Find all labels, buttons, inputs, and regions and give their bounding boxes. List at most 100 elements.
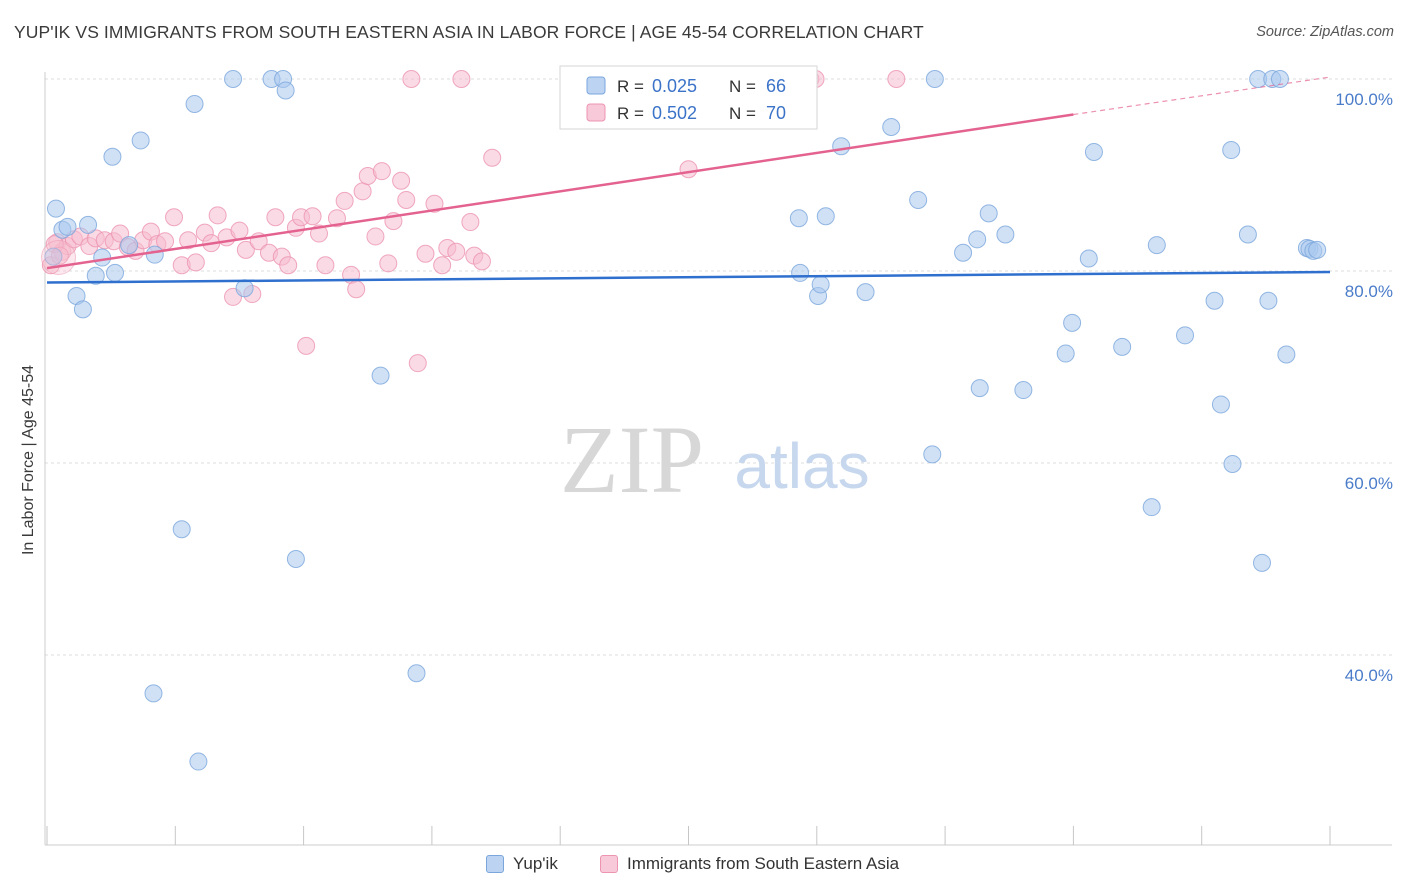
immigrant-point-54 [416, 244, 435, 263]
immigrant-point-67 [887, 70, 906, 88]
yupik-point-38 [968, 230, 987, 249]
immigrant-point-60 [461, 213, 480, 232]
immigrant-point-53 [408, 354, 427, 373]
immigrant-point-64 [679, 160, 698, 179]
legend-top-r-label: R = [617, 77, 644, 96]
yupik-point-27 [791, 263, 810, 282]
immigrant-point-41 [335, 191, 354, 210]
yupik-point-0 [44, 247, 63, 266]
yupik-point-55 [1238, 225, 1257, 244]
immigrant-point-51 [397, 190, 416, 209]
yupik-point-46 [1084, 142, 1103, 161]
yupik-point-15 [172, 520, 191, 539]
immigrant-point-23 [208, 206, 227, 225]
yupik-point-29 [811, 275, 830, 294]
immigrant-point-33 [279, 256, 298, 275]
immigrant-point-48 [379, 254, 398, 273]
chart-title: YUP'IK VS IMMIGRANTS FROM SOUTH EASTERN … [14, 22, 924, 42]
immigrant-point-17 [165, 208, 184, 227]
legend-label-yupik: Yup'ik [513, 854, 558, 873]
immigrant-point-58 [447, 242, 466, 261]
legend-top-n-pink: 70 [766, 103, 786, 123]
legend-bottom: Yup'ik Immigrants from South Eastern Asi… [0, 850, 1406, 880]
yupik-point-57 [1253, 553, 1272, 572]
immigrant-point-31 [266, 208, 285, 227]
yupik-point-1 [46, 199, 65, 218]
yupik-point-50 [1176, 326, 1195, 345]
immigrant-point-19 [179, 231, 198, 250]
yupik-point-35 [923, 445, 942, 464]
tick-labels-layer: 100.0%80.0%60.0%40.0%0.0%100.0% [1335, 90, 1393, 685]
yupik-point-40 [979, 204, 998, 223]
yupik-point-34 [909, 190, 928, 209]
y-tick-label-1: 80.0% [1345, 282, 1393, 301]
yupik-point-33 [882, 118, 901, 136]
legend-top-swatch-pink [586, 103, 606, 122]
yupik-point-44 [1063, 313, 1082, 332]
yupik-point-48 [1142, 498, 1161, 517]
immigrant-point-55 [425, 194, 444, 213]
legend-top-n-blue: 66 [766, 76, 786, 96]
immigrant-point-44 [353, 182, 372, 201]
yupik-point-52 [1211, 395, 1230, 414]
points-layer [41, 70, 1327, 771]
yupik-point-49 [1147, 236, 1166, 255]
immigrant-trend-line [46, 113, 1074, 270]
legend-item-yupik[interactable]: Yup'ik [486, 854, 558, 874]
y-tick-label-2: 60.0% [1345, 474, 1393, 493]
yupik-point-47 [1113, 337, 1132, 356]
grid-layer [45, 78, 1392, 656]
legend-top-r-label-2: R = [617, 104, 644, 123]
yupik-point-6 [79, 215, 98, 234]
immigrant-point-62 [472, 252, 491, 271]
yupik-point-30 [816, 207, 835, 226]
yupik-point-53 [1222, 141, 1241, 160]
yupik-point-12 [131, 131, 150, 150]
yupik-point-5 [73, 300, 92, 319]
immigrant-point-cluster [41, 240, 77, 276]
yupik-point-23 [286, 550, 305, 568]
yupik-point-16 [185, 94, 204, 113]
axes-layer [44, 72, 1392, 846]
immigrant-point-47 [372, 162, 391, 181]
yupik-point-39 [970, 379, 989, 398]
yupik-point-11 [120, 236, 139, 255]
yupik-point-65 [1308, 240, 1327, 259]
immigrant-point-59 [452, 70, 471, 88]
immigrant-point-39 [316, 256, 335, 275]
y-tick-label-3: 40.0% [1345, 666, 1393, 685]
immigrant-point-36 [297, 336, 316, 355]
yupik-point-17 [189, 752, 208, 771]
immigrant-point-40 [327, 209, 346, 228]
yupik-point-7 [86, 266, 105, 285]
immigrant-point-43 [347, 280, 366, 299]
immigrant-point-52 [402, 70, 421, 88]
legend-top-r-blue: 0.025 [652, 76, 697, 96]
legend-item-immigrants[interactable]: Immigrants from South Eastern Asia [600, 854, 899, 874]
immigrant-point-63 [483, 148, 502, 167]
yupik-point-9 [105, 263, 124, 282]
y-tick-label-0: 100.0% [1335, 90, 1393, 109]
yupik-point-31 [832, 137, 851, 156]
watermark: ZIP atlas [560, 406, 870, 513]
legend-top-r-pink: 0.502 [652, 103, 697, 123]
yupik-point-24 [371, 366, 390, 385]
legend-swatch-blue [486, 855, 504, 873]
yupik-point-36 [925, 70, 944, 88]
legend-top-swatch-blue [586, 76, 606, 95]
trend-layer [46, 76, 1331, 284]
immigrant-point-26 [230, 221, 249, 240]
legend-label-immigrants: Immigrants from South Eastern Asia [627, 854, 900, 873]
yupik-point-41 [996, 225, 1015, 244]
yupik-point-51 [1205, 291, 1224, 310]
yupik-point-13 [145, 245, 164, 264]
yupik-point-26 [789, 209, 808, 228]
yupik-point-42 [1014, 381, 1033, 400]
immigrant-point-37 [303, 207, 322, 226]
yupik-point-58 [1259, 291, 1278, 310]
immigrant-trend-extension [1073, 76, 1331, 116]
immigrant-point-27 [236, 240, 255, 259]
legend-top-n-label-2: N = [729, 104, 756, 123]
yupik-point-18 [224, 70, 243, 88]
legend-top-n-label: N = [729, 77, 756, 96]
